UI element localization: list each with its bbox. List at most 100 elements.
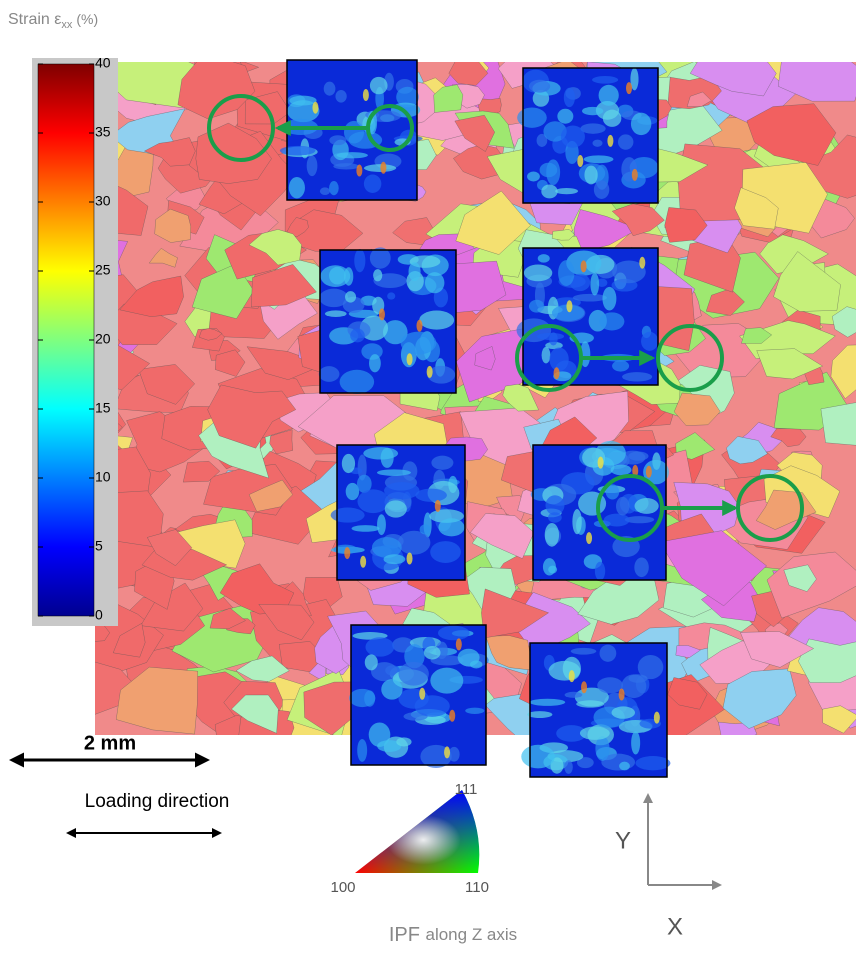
grain [726,436,768,465]
strain-patch [564,760,573,774]
strain-label: Strain εxx (%) [8,11,98,31]
strain-patch [616,496,630,516]
strain-patch [597,677,623,694]
strain-hotspot [362,88,369,101]
strain-patch [384,482,420,500]
grain [502,383,540,412]
strain-patch [415,488,447,502]
grain [140,582,204,632]
strain-hotspot [586,532,593,545]
strain-patch [576,757,594,769]
strain-patch [590,272,600,296]
grain [209,607,246,630]
strain-hotspot [645,465,652,478]
highlight-circle [207,94,275,162]
strain-patch [557,108,574,124]
strain-patch [438,518,465,537]
strain-hotspot [618,688,625,701]
y-axis-label: Y [615,827,631,854]
strain-hotspot [580,260,587,273]
strain-patch [357,454,367,481]
strain-patch [408,262,421,282]
strain-patch [357,489,389,514]
strain-patch [345,291,357,303]
inset-border [532,444,667,581]
grain [773,251,841,312]
strain-patch [330,507,365,523]
strain-patch [579,726,610,740]
ipf-triangle [355,790,480,873]
strain-patch [368,722,391,747]
strain-patch [548,512,562,523]
strain-patch [635,756,671,771]
grain [143,137,196,167]
grain [146,529,193,567]
strain-patch [529,299,545,313]
grain [664,207,708,243]
grain [138,364,196,405]
strain-patch [630,112,652,136]
scale-bar-label: 2 mm [84,732,136,754]
strain-patch [350,328,365,343]
strain-patch [539,162,558,178]
strain-hotspot [566,300,573,313]
strain-patch [593,180,610,199]
strain-patch [430,655,464,666]
strain-inset [330,444,466,581]
strain-patch [336,152,368,159]
strain-patch [555,187,578,195]
inset-border [522,67,659,204]
strain-patch [560,125,585,148]
grain [673,392,721,426]
strain-patch [634,557,649,578]
strain-patch [420,744,452,768]
strain-patch [357,738,368,762]
strain-inset [349,624,489,768]
grain [286,217,309,238]
strain-patch [570,647,597,655]
strain-patch [333,163,360,170]
grain [246,346,326,380]
strain-patch [351,525,380,532]
grain [481,588,550,639]
inset-border [336,444,466,581]
grain [756,348,824,380]
strain-patch [356,474,372,493]
strain-patch [430,541,461,564]
loading-direction-label: Loading direction [85,791,230,812]
strain-patch [549,347,569,372]
strain-patch [354,249,366,273]
strain-inset [516,247,659,386]
grain [659,530,767,607]
strain-patch [323,81,336,96]
strain-patch [365,637,395,657]
strain-hotspot [639,256,646,269]
strain-patch [369,354,381,373]
grain [258,604,315,641]
grain [485,635,534,671]
grain [95,624,111,642]
colorbar [37,63,95,617]
strain-patch [383,320,408,345]
grain [798,637,856,683]
strain-patch [599,312,625,331]
strain-patch [529,698,566,706]
strain-patch [583,155,614,164]
strain-patch [363,164,397,172]
strain-patch [536,133,548,147]
strain-patch [610,464,632,476]
colorbar-tick-label: 30 [95,193,111,209]
grain [112,622,146,658]
strain-patch [339,369,375,394]
grain [207,384,297,449]
strain-patch [364,654,378,671]
strain-patch [419,524,431,535]
strain-patch [624,516,655,524]
grain [734,187,779,230]
strain-patch [527,171,540,182]
ipf-111: 111 [455,781,478,798]
strain-patch [611,706,636,719]
strain-patch [603,513,630,527]
strain-patch [448,746,460,762]
strain-patch [592,75,619,84]
